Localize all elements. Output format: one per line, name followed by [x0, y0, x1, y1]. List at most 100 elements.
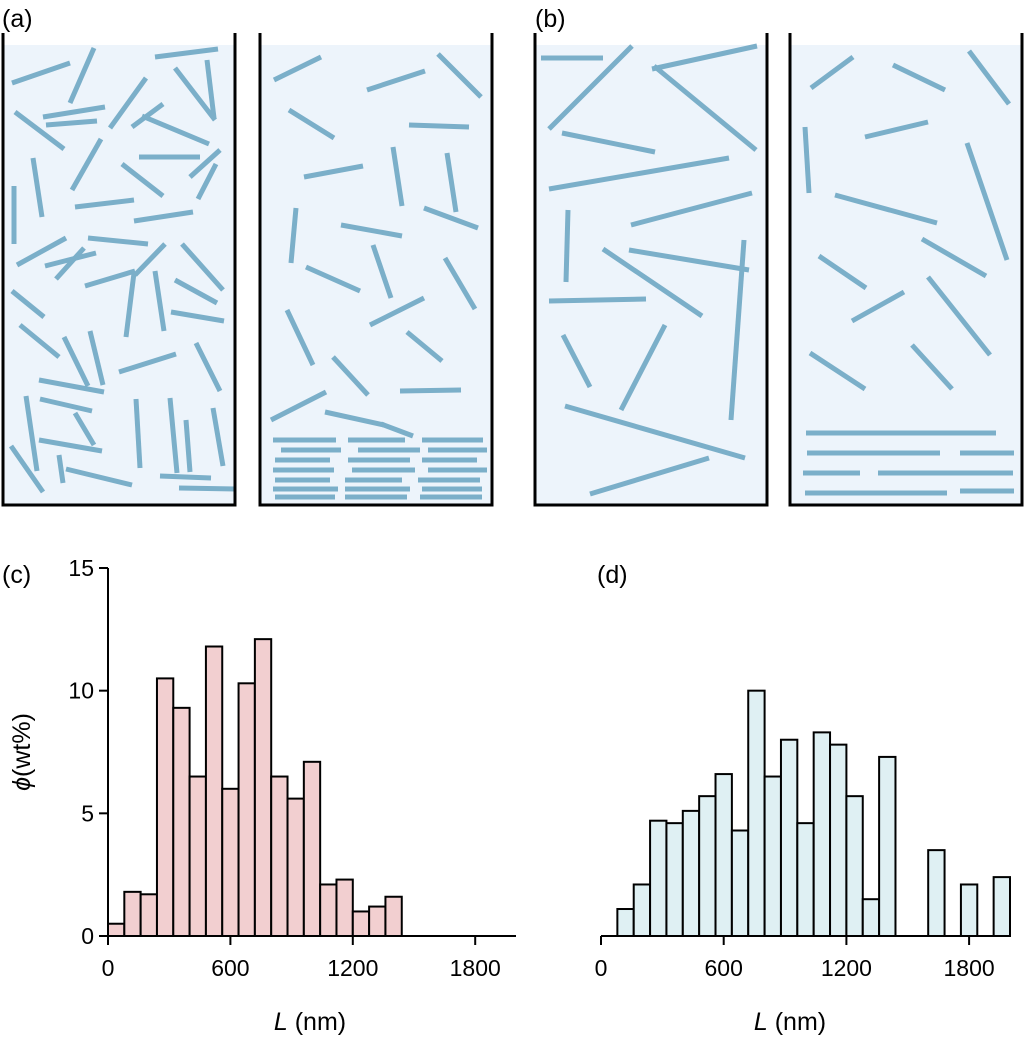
- histogram-bar: [107, 922, 126, 938]
- rod: [920, 236, 988, 279]
- rod: [87, 235, 149, 247]
- histogram-bar: [253, 638, 273, 937]
- rod: [390, 146, 405, 207]
- container-fill: [535, 45, 767, 505]
- histogram-c: 0 600 1200 1800 0 5 10 15 L (nm) ϕ(wt%): [8, 555, 516, 1036]
- rod: [548, 155, 730, 192]
- container-outline: [788, 33, 1024, 507]
- rod: [188, 148, 222, 179]
- rod: [926, 275, 992, 357]
- rod: [8, 444, 46, 494]
- rod: [65, 466, 133, 488]
- bars-c: [107, 638, 403, 938]
- rod: [366, 68, 426, 93]
- container-a-dispersed: [1, 33, 237, 507]
- x-axis-title-c-var: L: [274, 1008, 288, 1036]
- histogram-bar: [270, 775, 289, 937]
- rod: [817, 253, 868, 291]
- rod: [10, 289, 46, 319]
- x-axis-title-d-var: L: [754, 1008, 768, 1036]
- rod: [67, 47, 97, 104]
- rod: [284, 308, 316, 367]
- rod: [210, 407, 226, 467]
- rod: [834, 192, 938, 226]
- panel-label-b: (b): [535, 5, 566, 33]
- container-outline: [1, 33, 237, 507]
- rod: [107, 76, 149, 130]
- histogram-bar: [927, 849, 946, 938]
- panel-label-a: (a): [2, 5, 33, 33]
- rod: [368, 295, 426, 328]
- rod: [72, 411, 97, 447]
- rod: [651, 43, 758, 72]
- container-a-sedimented: [258, 33, 494, 507]
- histogram-bar: [649, 819, 668, 938]
- y-axis-title-c: ϕ(wt%): [8, 713, 36, 791]
- histogram-bar: [384, 895, 403, 937]
- rod: [120, 162, 165, 198]
- rod: [133, 242, 167, 277]
- y-tick-label: 5: [81, 800, 94, 826]
- y-tick-label: 15: [68, 555, 94, 581]
- rod: [84, 268, 136, 289]
- rod: [173, 66, 217, 122]
- histogram-bar: [188, 775, 207, 937]
- rod: [630, 190, 753, 228]
- histogram-bar: [959, 883, 979, 937]
- rod: [61, 335, 91, 388]
- histogram-bar: [812, 731, 832, 938]
- container-fill: [790, 45, 1022, 505]
- rod: [288, 207, 299, 264]
- rod: [30, 157, 45, 218]
- histogram-bar: [335, 878, 354, 937]
- rod: [133, 398, 143, 469]
- rod: [173, 277, 219, 306]
- x-tick-label: 1200: [327, 955, 378, 981]
- rod: [444, 152, 459, 213]
- rod: [547, 44, 634, 131]
- rod: [728, 239, 747, 421]
- x-tick-label: 600: [705, 955, 743, 981]
- rod: [850, 289, 906, 324]
- rod: [564, 403, 746, 461]
- histogram-bar: [155, 677, 175, 938]
- container-outline: [533, 33, 769, 507]
- x-axis-title-d-unit: (nm): [768, 1008, 826, 1036]
- rod: [808, 350, 867, 392]
- histogram-bar: [616, 908, 635, 937]
- rod: [324, 409, 385, 428]
- histogram-bar: [632, 883, 652, 937]
- histogram-bar: [172, 706, 191, 938]
- histogram-bar: [714, 773, 733, 938]
- histogram-bar: [992, 876, 1012, 937]
- rod: [159, 473, 212, 481]
- rod: [123, 272, 137, 338]
- rod: [56, 454, 66, 484]
- rod: [54, 246, 86, 281]
- rod: [118, 351, 177, 375]
- histogram-bar: [763, 775, 782, 937]
- rod: [178, 485, 237, 492]
- rod: [15, 235, 68, 268]
- rod: [399, 387, 462, 394]
- y-axis-title-c-symbol: ϕ: [8, 777, 36, 791]
- rod: [154, 46, 219, 60]
- rod: [436, 52, 483, 99]
- y-tick-label: 10: [68, 678, 94, 704]
- rod: [560, 333, 593, 389]
- rod: [864, 119, 929, 140]
- rod: [891, 62, 947, 93]
- rod: [589, 455, 710, 497]
- rod: [180, 242, 225, 292]
- rod: [152, 270, 167, 332]
- rod: [74, 197, 135, 210]
- x-axis-title-c-unit: (nm): [288, 1008, 346, 1036]
- rod: [87, 330, 106, 386]
- x-tick-label: 1800: [944, 955, 995, 981]
- histogram-bar: [123, 890, 142, 938]
- rod: [287, 107, 336, 141]
- histogram-bar: [747, 689, 766, 938]
- panel-label-c: (c): [2, 561, 31, 589]
- histogram-bar: [698, 795, 717, 937]
